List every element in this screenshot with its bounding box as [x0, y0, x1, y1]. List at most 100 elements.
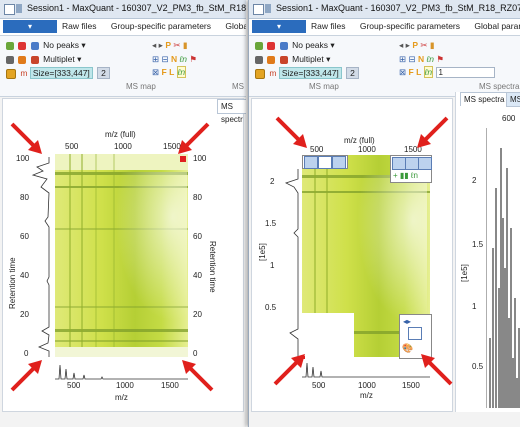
overlay-chart3-icon[interactable]: [418, 157, 432, 170]
bars-icon[interactable]: ▮: [429, 40, 435, 50]
top-tick: 500: [310, 145, 324, 154]
up-icon[interactable]: [267, 55, 276, 64]
bars-icon[interactable]: ▮: [182, 40, 188, 50]
overlay-toolbar-bottomright: ◂▸ 🎨: [399, 314, 432, 359]
l-icon[interactable]: L: [416, 67, 422, 77]
window-title: Session1 - MaxQuant - 160307_V2_PM3_fb_S…: [276, 3, 520, 13]
ms-heatmap[interactable]: [55, 154, 188, 357]
spectrum-left-tick: 2: [472, 176, 477, 185]
p-icon[interactable]: P: [412, 40, 418, 50]
remove-icon[interactable]: [18, 41, 27, 50]
overlay-chart2-icon[interactable]: [405, 157, 419, 170]
n-icon[interactable]: N: [418, 54, 425, 64]
add-icon[interactable]: [6, 41, 14, 50]
quick-access-icon[interactable]: [265, 4, 271, 13]
ms-map-group-label: MS map: [309, 82, 339, 91]
value-input[interactable]: 1: [435, 67, 495, 79]
title-bar[interactable]: Session1 - MaxQuant - 160307_V2_PM3_fb_S…: [0, 0, 246, 19]
menu-bar: ▾ Raw files Group-specific parameters Gl…: [249, 19, 520, 36]
add-icon[interactable]: [255, 41, 263, 50]
ribbon: No peaks ▾ Multiplet ▾ m Size=[333,447] …: [0, 36, 246, 97]
no-peaks-dropdown[interactable]: No peaks: [43, 40, 80, 50]
window-title: Session1 - MaxQuant - 160307_V2_PM3_fb_S…: [27, 3, 246, 13]
tools-icon[interactable]: ✂: [420, 40, 428, 50]
multiplet-dropdown[interactable]: Multiplet: [292, 54, 324, 64]
top-tick: 500: [65, 142, 79, 151]
ln-icon[interactable]: ℓn: [179, 54, 187, 64]
left-axis-label: Retention time: [8, 257, 17, 309]
ln-active-icon[interactable]: ℓn: [423, 66, 434, 78]
flag-icon[interactable]: ⚑: [189, 54, 197, 64]
tab-raw-files[interactable]: Raw files: [311, 21, 346, 31]
m-icon[interactable]: m: [20, 68, 28, 78]
ms-spectrum-plot[interactable]: [486, 128, 520, 408]
overlay-zoom-icon[interactable]: [304, 156, 318, 169]
up-icon[interactable]: [18, 55, 27, 64]
count-field[interactable]: 2: [97, 67, 110, 79]
top-axis-label: m/z (full): [344, 136, 375, 145]
t-icon[interactable]: [279, 55, 288, 64]
left-tick: 0: [24, 349, 29, 358]
retention-time-projection: [284, 169, 299, 359]
wave-icon[interactable]: [6, 55, 14, 64]
multiplet-dropdown[interactable]: Multiplet: [43, 54, 75, 64]
maxquant-window-right: Session1 - MaxQuant - 160307_V2_PM3_fb_S…: [248, 0, 520, 427]
p-icon[interactable]: P: [165, 40, 171, 50]
ln-icon[interactable]: ℓn: [426, 54, 434, 64]
grid-icon[interactable]: ⊠: [399, 67, 407, 77]
overlay-close-icon[interactable]: [408, 327, 422, 340]
arrow-right-icon[interactable]: ▸: [405, 40, 410, 50]
tab-group-specific-parameters[interactable]: Group-specific parameters: [359, 21, 461, 31]
arrow-right-icon[interactable]: ▸: [158, 40, 163, 50]
wave-icon[interactable]: [255, 55, 263, 64]
tab-ms-spectra[interactable]: MS spectra: [460, 92, 509, 106]
table-icon[interactable]: [30, 41, 39, 50]
tab-ms[interactable]: MS: [506, 92, 520, 107]
mz-projection: [302, 362, 430, 378]
overlay-palette-icon[interactable]: 🎨: [402, 343, 414, 353]
right-tick: 20: [193, 310, 202, 319]
bottom-axis-label: m/z: [360, 391, 373, 400]
plus-icon[interactable]: [255, 68, 265, 79]
arrow-left-icon[interactable]: ◂: [152, 40, 157, 50]
n-icon[interactable]: N: [171, 54, 178, 64]
zoom-icon[interactable]: ⊞: [399, 54, 407, 64]
arrow-left-icon[interactable]: ◂: [399, 40, 404, 50]
grid-icon[interactable]: ⊠: [152, 67, 160, 77]
l-icon[interactable]: L: [169, 67, 175, 77]
overlay-select-icon[interactable]: [332, 156, 346, 169]
flag-icon[interactable]: ⚑: [436, 54, 444, 64]
count-field[interactable]: 2: [346, 67, 359, 79]
ln-active-icon[interactable]: ℓn: [176, 66, 187, 78]
size-field[interactable]: Size=[333,447]: [29, 67, 93, 79]
zoom-icon[interactable]: ⊞: [152, 54, 160, 64]
quick-access-icon[interactable]: [16, 4, 22, 13]
zoom-out-icon[interactable]: ⊟: [408, 54, 416, 64]
title-bar[interactable]: Session1 - MaxQuant - 160307_V2_PM3_fb_S…: [249, 0, 520, 19]
file-menu-button[interactable]: ▾: [3, 20, 57, 33]
remove-icon[interactable]: [267, 41, 276, 50]
tab-global-parameters[interactable]: Global parameters: [474, 21, 520, 31]
overlay-arrows-icon[interactable]: ◂▸: [403, 317, 412, 326]
tab-raw-files[interactable]: Raw files: [62, 21, 97, 31]
overlay-pan-icon[interactable]: [318, 156, 332, 169]
top-tick: 1500: [404, 145, 422, 154]
tab-global-parameters[interactable]: Global paramete: [225, 21, 246, 31]
file-menu-button[interactable]: ▾: [252, 20, 306, 33]
size-field[interactable]: Size=[333,447]: [278, 67, 342, 79]
overlay-ln-icon[interactable]: + ▮▮ ℓn: [393, 171, 418, 180]
table-icon[interactable]: [279, 41, 288, 50]
f-icon[interactable]: F: [161, 67, 167, 77]
tools-icon[interactable]: ✂: [173, 40, 181, 50]
f-icon[interactable]: F: [408, 67, 414, 77]
overlay-chart-icon[interactable]: [392, 157, 406, 170]
plus-icon[interactable]: [6, 68, 16, 79]
zoom-out-icon[interactable]: ⊟: [161, 54, 169, 64]
overlay-empty-region: [302, 313, 354, 357]
tab-ms-spectra[interactable]: MS spectr: [217, 99, 246, 124]
t-icon[interactable]: [30, 55, 39, 64]
no-peaks-dropdown[interactable]: No peaks: [292, 40, 329, 50]
annotation-arrow-icon: [10, 122, 42, 154]
tab-group-specific-parameters[interactable]: Group-specific parameters: [110, 21, 212, 31]
m-icon[interactable]: m: [269, 68, 277, 78]
